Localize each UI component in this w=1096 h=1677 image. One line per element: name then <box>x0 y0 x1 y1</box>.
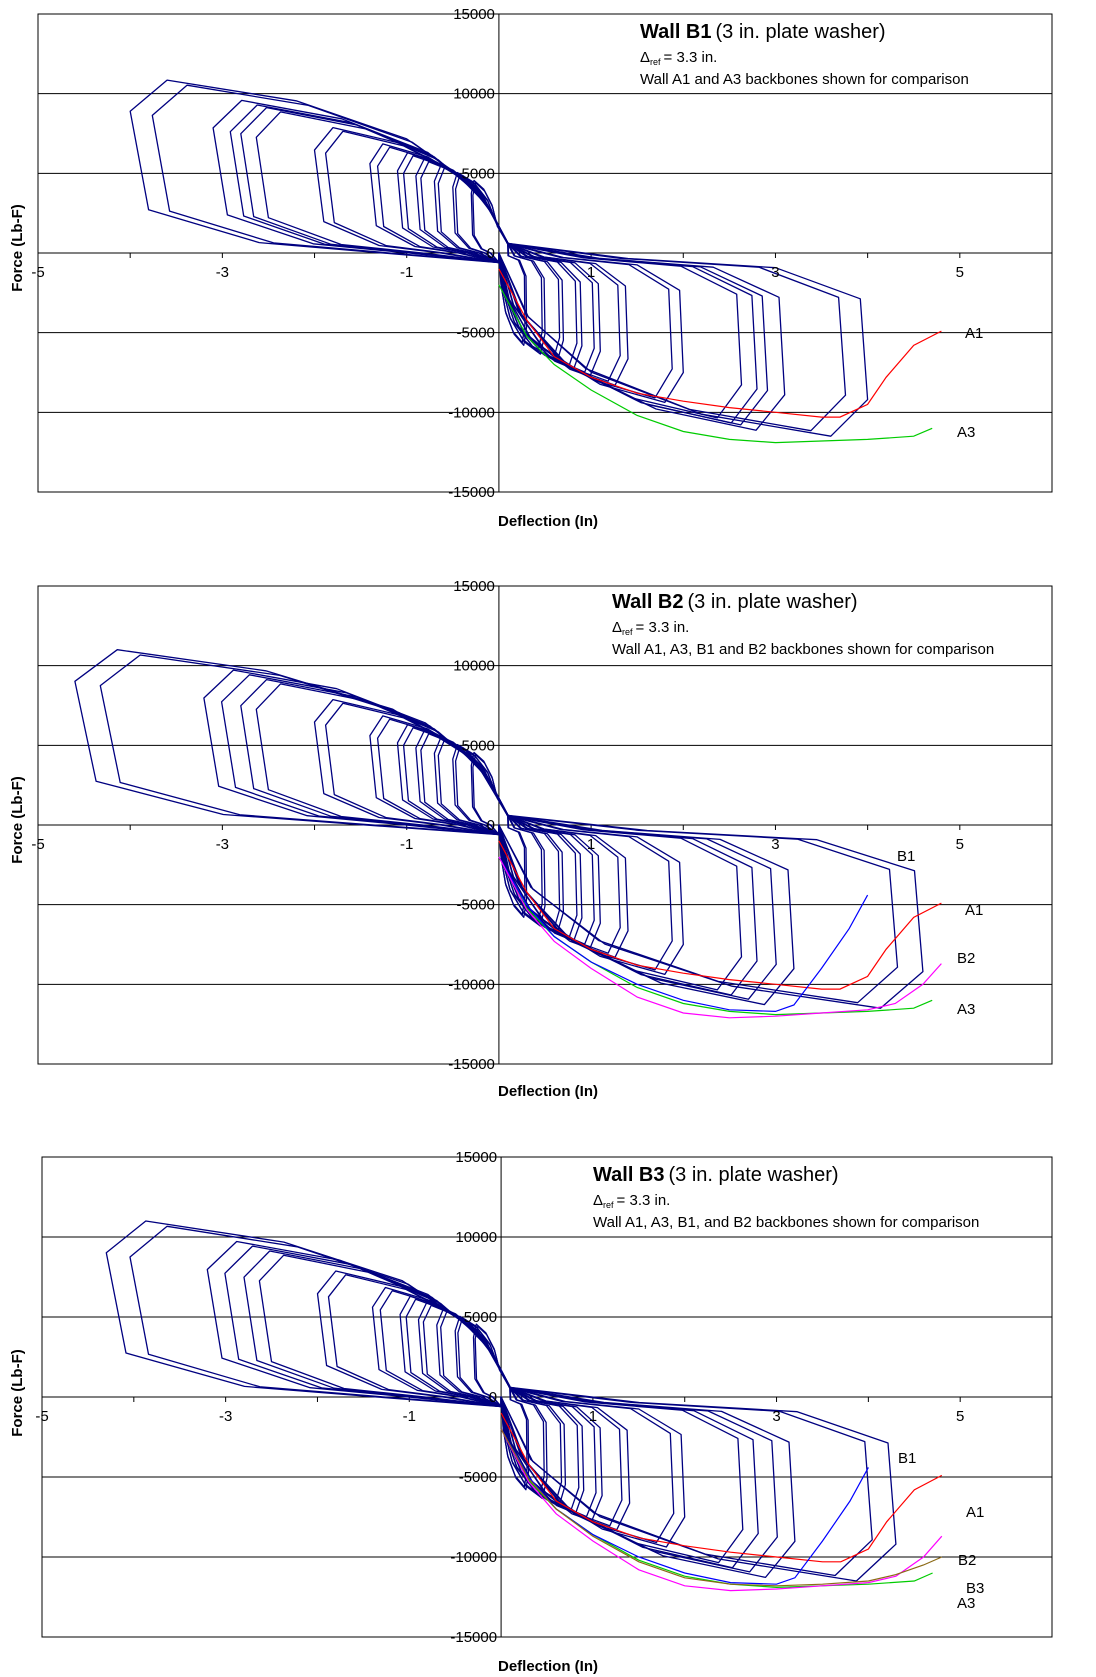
x-axis-title: Deflection (In) <box>498 513 598 530</box>
series-A1-line <box>500 1412 943 1563</box>
y-tick-label: 5000 <box>462 165 495 182</box>
chart-panel-3: A1 A3 B1 B2 B3 15000 10000 5000 0 -5000 -10000 -150… <box>0 1145 1096 1677</box>
y-tick-label: -15000 <box>450 1629 497 1646</box>
chart-svg-3: A1 A3 B1 B2 B3 15000 10000 5000 0 -5000 -10000 -150… <box>9 1149 1053 1675</box>
y-tick-label: 15000 <box>453 578 495 595</box>
x-tick-label: -5 <box>31 264 44 281</box>
chart-panel-1: A1 A3 15000 10000 5000 0 -5000 -10000 -15000 -5 -3… <box>0 0 1096 530</box>
x-tick-label: -3 <box>216 836 229 853</box>
x-tick-label: -5 <box>35 1408 48 1425</box>
hysteresis-loop <box>151 84 847 432</box>
y-tick-label: 15000 <box>453 6 495 23</box>
y-tick-label: 0 <box>489 1389 497 1406</box>
chart-title-bold: Wall B3 <box>593 1164 665 1186</box>
chart-title-rest: (3 in. plate washer) <box>716 21 886 43</box>
series-A1-line <box>498 268 942 418</box>
y-tick-label: 0 <box>487 245 495 262</box>
y-axis-title: Force (Lb-F) <box>9 776 26 864</box>
series-B2-line <box>498 856 942 1019</box>
y-tick-label: 5000 <box>462 737 495 754</box>
chart-title: Wall B2 (3 in. plate washer) <box>612 591 858 613</box>
y-tick-label: -5000 <box>457 897 495 914</box>
series-B2-line <box>500 1428 943 1592</box>
x-tick-label: 5 <box>956 836 964 853</box>
y-tick-label: -10000 <box>448 404 495 421</box>
series-B1-label: B1 <box>898 1450 916 1467</box>
y-tick-label: 10000 <box>453 86 495 103</box>
chart-svg-2: A1 A3 B1 B2 15000 10000 5000 0 -5000 -10000 -15000… <box>9 578 1053 1100</box>
x-tick-label: -1 <box>400 264 413 281</box>
series-A1-label: A1 <box>965 325 983 342</box>
x-tick-label: 1 <box>587 264 595 281</box>
x-tick-label: 3 <box>771 264 779 281</box>
hysteresis-loops <box>105 1220 897 1582</box>
x-tick-label: -3 <box>216 264 229 281</box>
hysteresis-loops <box>129 79 869 437</box>
chart-svg-1: A1 A3 15000 10000 5000 0 -5000 -10000 -15000 -5 -3… <box>9 6 1053 530</box>
hysteresis-loop <box>220 674 777 1000</box>
series-A1-label: A1 <box>966 1504 984 1521</box>
series-A3-label: A3 <box>957 1595 975 1612</box>
chart-title-rest: (3 in. plate washer) <box>669 1164 839 1186</box>
y-tick-label: -5000 <box>457 325 495 342</box>
y-axis-title: Force (Lb-F) <box>9 1349 26 1437</box>
x-axis-title: Deflection (In) <box>498 1658 598 1675</box>
series-A3-label: A3 <box>957 424 975 441</box>
hysteresis-loop <box>99 654 899 1004</box>
y-tick-label: 0 <box>487 817 495 834</box>
series-B1-line <box>498 856 869 1013</box>
x-axis-title: Deflection (In) <box>498 1083 598 1100</box>
series-A3-label: A3 <box>957 1001 975 1018</box>
x-tick-label: -1 <box>403 1408 416 1425</box>
chart-panel-2: A1 A3 B1 B2 15000 10000 5000 0 -5000 -10000 -15000… <box>0 572 1096 1112</box>
series-B3-line <box>500 1428 943 1587</box>
delta-ref-text: Δref = 3.3 in. <box>640 49 717 67</box>
y-tick-label: 10000 <box>453 658 495 675</box>
series-B2-label: B2 <box>958 1552 976 1569</box>
series-A3-line <box>498 284 933 444</box>
chart-title: Wall B1 (3 in. plate washer) <box>640 21 886 43</box>
y-tick-label: -10000 <box>448 976 495 993</box>
x-tick-label: 3 <box>771 836 779 853</box>
comparison-note: Wall A1, A3, B1 and B2 backbones shown f… <box>612 641 994 658</box>
series-A1-label: A1 <box>965 902 983 919</box>
x-tick-label: 1 <box>589 1408 597 1425</box>
y-tick-label: -15000 <box>448 1056 495 1073</box>
y-tick-label: 5000 <box>464 1309 497 1326</box>
delta-ref-text: Δref = 3.3 in. <box>612 619 689 637</box>
x-tick-label: 5 <box>956 1408 964 1425</box>
x-tick-label: 1 <box>587 836 595 853</box>
x-tick-label: 5 <box>956 264 964 281</box>
chart-title-bold: Wall B2 <box>612 591 684 613</box>
comparison-note: Wall A1 and A3 backbones shown for compa… <box>640 71 969 88</box>
comparison-note: Wall A1, A3, B1, and B2 backbones shown … <box>593 1214 979 1231</box>
x-tick-label: -3 <box>219 1408 232 1425</box>
chart-title-rest: (3 in. plate washer) <box>688 591 858 613</box>
y-tick-label: -10000 <box>450 1549 497 1566</box>
hysteresis-loop <box>129 1225 873 1577</box>
hysteresis-loops <box>74 649 924 1009</box>
series-B2-label: B2 <box>957 950 975 967</box>
y-tick-label: 15000 <box>455 1149 497 1166</box>
series-B3-label: B3 <box>966 1580 984 1597</box>
y-axis-title: Force (Lb-F) <box>9 204 26 292</box>
chart-title: Wall B3 (3 in. plate washer) <box>593 1164 839 1186</box>
x-tick-label: -1 <box>400 836 413 853</box>
y-tick-label: -15000 <box>448 484 495 501</box>
delta-ref-text: Δref = 3.3 in. <box>593 1192 670 1210</box>
chart-title-bold: Wall B1 <box>640 21 712 43</box>
series-A1-line <box>498 840 942 990</box>
x-tick-label: 3 <box>772 1408 780 1425</box>
x-tick-label: -5 <box>31 836 44 853</box>
y-tick-label: -5000 <box>459 1469 497 1486</box>
series-B1-label: B1 <box>897 848 915 865</box>
y-tick-label: 10000 <box>455 1229 497 1246</box>
